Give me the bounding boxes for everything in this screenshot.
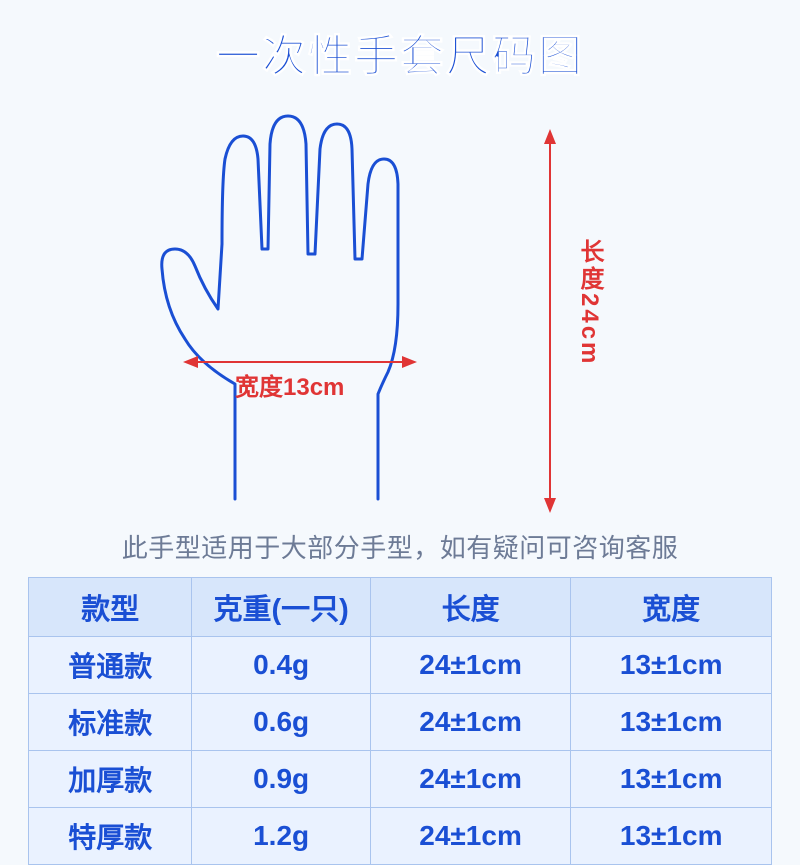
table-cell: 24±1cm — [370, 751, 571, 808]
table-cell: 13±1cm — [571, 637, 772, 694]
table-cell: 24±1cm — [370, 808, 571, 865]
length-dimension-icon — [530, 126, 570, 516]
table-cell: 24±1cm — [370, 694, 571, 751]
table-cell: 标准款 — [29, 694, 192, 751]
table-cell: 0.4g — [192, 637, 370, 694]
glove-diagram: 宽度13cm 长度24cm — [0, 94, 800, 524]
col-weight: 克重(一只) — [192, 578, 370, 637]
table-cell: 1.2g — [192, 808, 370, 865]
width-label: 宽度13cm — [235, 367, 344, 402]
col-width: 宽度 — [571, 578, 772, 637]
table-row: 加厚款0.9g24±1cm13±1cm — [29, 751, 772, 808]
table-cell: 0.9g — [192, 751, 370, 808]
col-length: 长度 — [370, 578, 571, 637]
table-cell: 13±1cm — [571, 808, 772, 865]
table-cell: 0.6g — [192, 694, 370, 751]
note-text: 此手型适用于大部分手型，如有疑问可咨询客服 — [0, 528, 800, 565]
table-row: 特厚款1.2g24±1cm13±1cm — [29, 808, 772, 865]
col-model: 款型 — [29, 578, 192, 637]
table-cell: 特厚款 — [29, 808, 192, 865]
table-cell: 13±1cm — [571, 751, 772, 808]
table-row: 普通款0.4g24±1cm13±1cm — [29, 637, 772, 694]
size-table: 款型 克重(一只) 长度 宽度 普通款0.4g24±1cm13±1cm标准款0.… — [28, 577, 772, 865]
length-label: 长度24cm — [572, 239, 607, 366]
table-cell: 普通款 — [29, 637, 192, 694]
table-row: 标准款0.6g24±1cm13±1cm — [29, 694, 772, 751]
table-cell: 加厚款 — [29, 751, 192, 808]
table-cell: 13±1cm — [571, 694, 772, 751]
page-title: 一次性手套尺码图 — [0, 0, 800, 84]
hand-outline-icon — [140, 104, 460, 504]
table-header-row: 款型 克重(一只) 长度 宽度 — [29, 578, 772, 637]
table-cell: 24±1cm — [370, 637, 571, 694]
